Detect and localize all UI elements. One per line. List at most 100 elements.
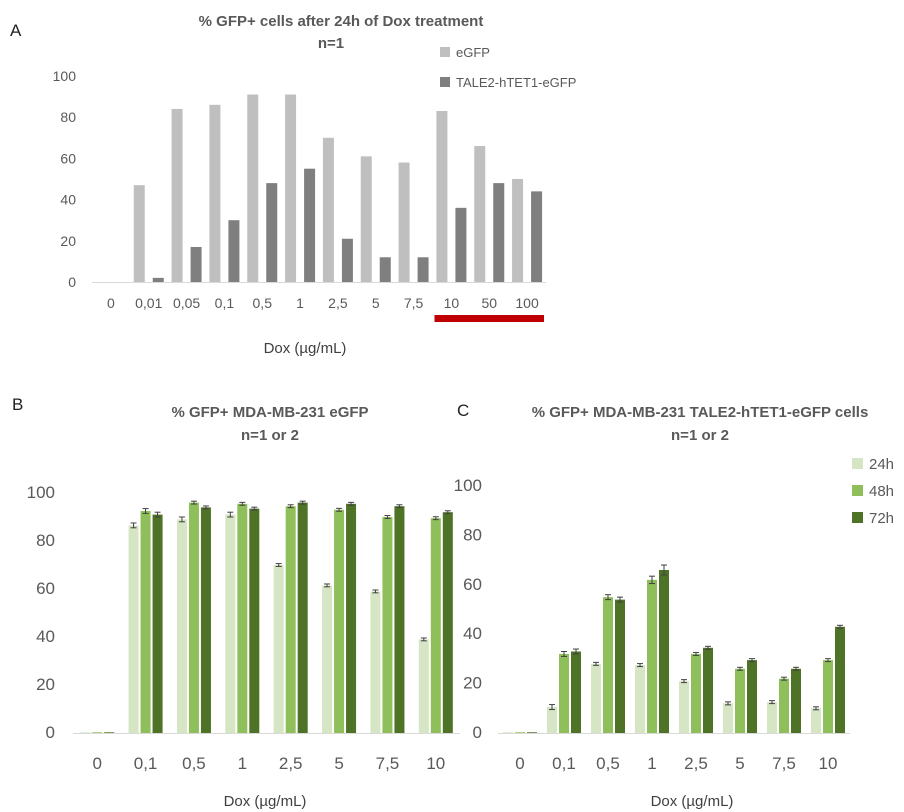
bar-48h-5 xyxy=(334,509,345,733)
chart-b-ytick: 20 xyxy=(36,675,55,694)
chart-a-xtick: 0,5 xyxy=(253,295,273,311)
bar-48h-0 xyxy=(515,732,525,733)
chart-c-xtick: 2,5 xyxy=(684,754,708,773)
chart-b-ytick: 100 xyxy=(27,483,55,502)
chart-c-xtick: 0,5 xyxy=(596,754,620,773)
bar-24h-5 xyxy=(322,585,333,733)
highlight-bar xyxy=(434,315,544,322)
panel-letter-c: C xyxy=(457,401,469,420)
bar-48h-0_1 xyxy=(559,653,569,733)
chart-a-ytick: 20 xyxy=(60,233,76,249)
bar-tale2-htet1-egfp-10 xyxy=(455,207,467,282)
bar-72h-1 xyxy=(249,508,260,733)
chart-b-title: % GFP+ MDA-MB-231 eGFP xyxy=(171,404,368,421)
chart-c-xtick: 1 xyxy=(647,754,656,773)
bar-egfp-0_1 xyxy=(209,104,221,282)
bar-egfp-7_5 xyxy=(398,162,410,282)
chart-a-xtick: 7,5 xyxy=(404,295,424,311)
bar-24h-7_5 xyxy=(370,591,381,733)
chart-a-xtick: 100 xyxy=(515,295,539,311)
bar-tale2-htet1-egfp-7_5 xyxy=(417,257,429,282)
bar-tale2-htet1-egfp-0_5 xyxy=(266,183,278,282)
bar-48h-0 xyxy=(92,732,103,733)
bar-egfp-10 xyxy=(436,111,448,283)
bar-24h-2_5 xyxy=(273,565,284,733)
bar-72h-1 xyxy=(659,569,669,733)
chart-c-ytick: 20 xyxy=(463,674,482,693)
bar-72h-7_5 xyxy=(791,668,801,733)
legend-label-48h: 48h xyxy=(869,483,894,500)
chart-a-xtick: 2,5 xyxy=(328,295,348,311)
chart-b-ytick: 80 xyxy=(36,531,55,550)
chart-c-ytick: 60 xyxy=(463,575,482,594)
chart-c-ytick: 100 xyxy=(454,476,482,495)
bar-24h-10 xyxy=(418,639,429,733)
bar-48h-7_5 xyxy=(779,678,789,733)
bar-24h-0 xyxy=(503,732,513,733)
chart-a-xtick: 0,1 xyxy=(215,295,235,311)
chart-c-xtick: 0 xyxy=(515,754,524,773)
bar-72h-2_5 xyxy=(703,647,713,733)
chart-c-ytick: 40 xyxy=(463,624,482,643)
chart-c-xtick: 10 xyxy=(819,754,838,773)
chart-a-xtick: 10 xyxy=(444,295,460,311)
chart-b-ytick: 60 xyxy=(36,579,55,598)
legend-label-24h: 24h xyxy=(869,456,894,473)
bar-48h-1 xyxy=(237,503,248,733)
chart-b-subtitle: n=1 or 2 xyxy=(241,427,299,444)
bar-egfp-5 xyxy=(360,156,372,282)
chart-b-xtick: 0,1 xyxy=(134,754,158,773)
chart-a-subtitle: n=1 xyxy=(318,35,344,52)
chart-c-subtitle: n=1 or 2 xyxy=(671,427,729,444)
bar-48h-2_5 xyxy=(285,506,296,733)
chart-a-legend: eGFP TALE2-hTET1-eGFP xyxy=(440,45,576,90)
legend-swatch-egfp xyxy=(440,47,450,57)
chart-c-ytick: 0 xyxy=(473,723,482,742)
bar-tale2-htet1-egfp-100 xyxy=(531,191,543,282)
chart-a-ytick: 100 xyxy=(53,68,77,84)
chart-c-xtick: 5 xyxy=(735,754,744,773)
bar-72h-10 xyxy=(442,512,453,733)
chart-a-xtick: 50 xyxy=(481,295,497,311)
bar-egfp-100 xyxy=(512,179,524,282)
chart-a-plot: 0 20 40 60 80 100 0 0,01 0,05 0,1 0,5 1 2,5 5 7,5 10 50 1… xyxy=(53,68,546,322)
bar-egfp-0_01 xyxy=(133,185,145,282)
legend-label-72h: 72h xyxy=(869,510,894,527)
bar-72h-7_5 xyxy=(394,506,405,733)
legend-swatch-24h xyxy=(852,458,863,469)
chart-a-xtick: 0,01 xyxy=(135,295,162,311)
bar-tale2-htet1-egfp-5 xyxy=(379,257,391,282)
chart-b-xtick: 0 xyxy=(92,754,101,773)
bar-72h-0_5 xyxy=(200,507,211,733)
bar-24h-10 xyxy=(811,708,821,733)
chart-b-xtick: 5 xyxy=(334,754,343,773)
bar-24h-0_5 xyxy=(176,519,187,733)
bar-egfp-2_5 xyxy=(322,137,334,282)
chart-a-ytick: 0 xyxy=(68,274,76,290)
bar-48h-1 xyxy=(647,579,657,733)
chart-a-ytick: 60 xyxy=(60,150,76,166)
bar-72h-0_1 xyxy=(571,651,581,733)
chart-b-xtick: 7,5 xyxy=(376,754,400,773)
chart-a-xtick: 5 xyxy=(372,295,380,311)
bar-egfp-1 xyxy=(285,94,297,282)
chart-a-xtick: 0,05 xyxy=(173,295,200,311)
bar-24h-0_5 xyxy=(591,663,601,733)
chart-c-legend: 24h 48h 72h xyxy=(852,456,894,527)
chart-c-plot: 0 20 40 60 80 100 0 0,1 0,5 1 2,5 5 7,5 10 xyxy=(454,476,850,773)
bar-72h-0_1 xyxy=(152,514,163,733)
bar-tale2-htet1-egfp-0_05 xyxy=(190,246,202,282)
bar-tale2-htet1-egfp-0_01 xyxy=(152,277,164,282)
bar-24h-7_5 xyxy=(767,702,777,733)
bar-24h-5 xyxy=(723,703,733,733)
bar-72h-0 xyxy=(104,732,115,733)
bar-48h-0_5 xyxy=(603,597,613,733)
chart-b-xtick: 2,5 xyxy=(279,754,303,773)
chart-b-xtick: 0,5 xyxy=(182,754,206,773)
bar-24h-2_5 xyxy=(679,681,689,733)
chart-a-title: % GFP+ cells after 24h of Dox treatment xyxy=(199,13,484,30)
bar-24h-0_1 xyxy=(547,707,557,733)
bar-egfp-0_5 xyxy=(247,94,259,282)
bar-48h-5 xyxy=(735,668,745,733)
